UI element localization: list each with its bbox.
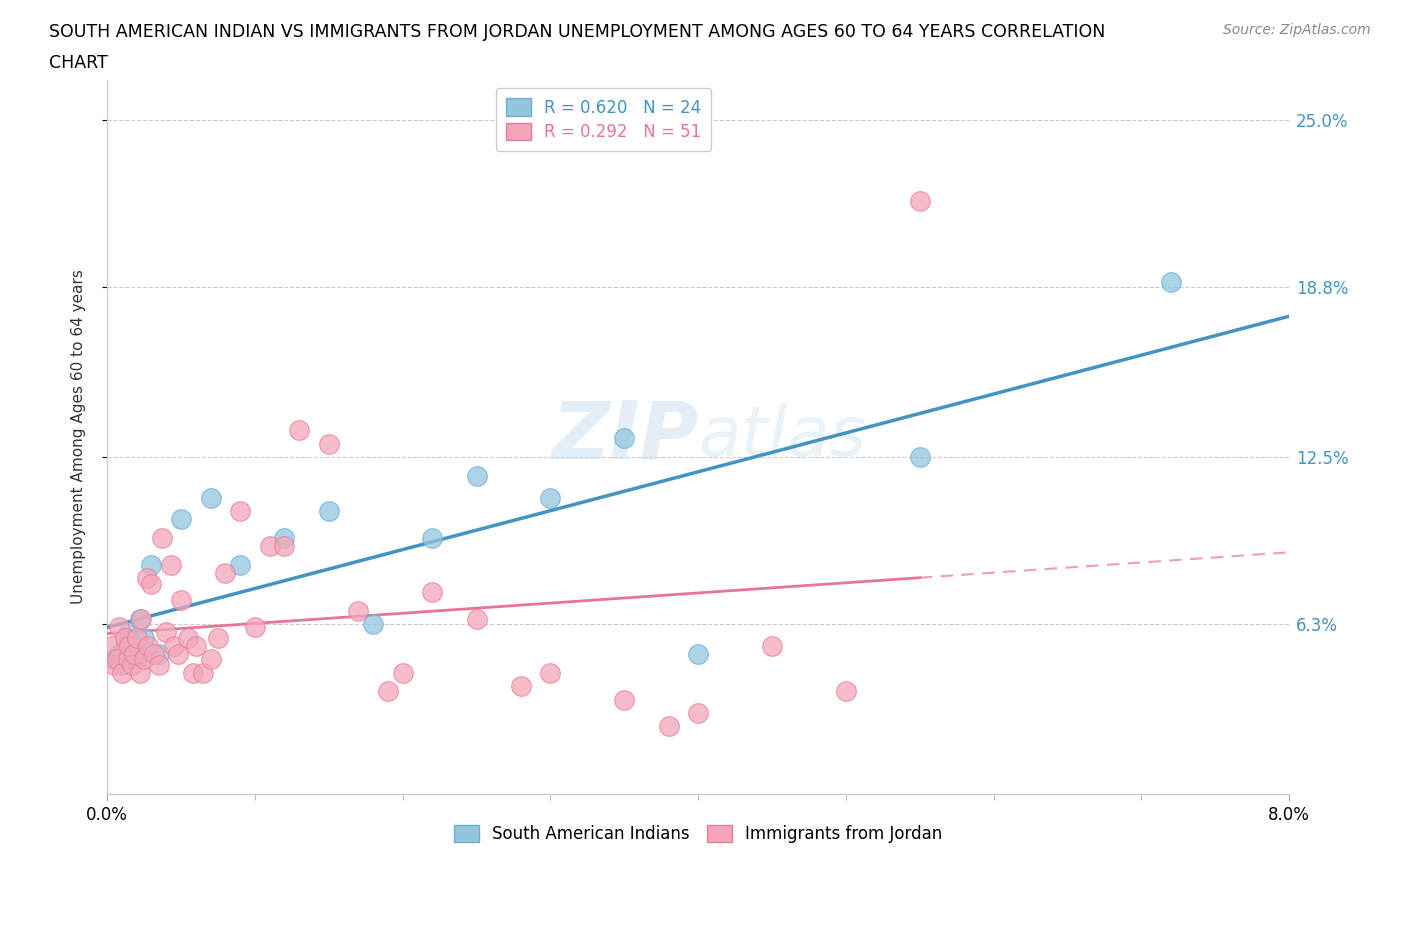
Point: [167, 646, 190, 661]
Point: [114, 631, 136, 645]
Point: [288, 423, 311, 438]
Point: [259, 538, 281, 553]
Point: [138, 638, 160, 653]
Point: [103, 658, 125, 672]
Point: [122, 644, 145, 658]
Point: [229, 557, 252, 572]
Text: SOUTH AMERICAN INDIAN VS IMMIGRANTS FROM JORDAN UNEMPLOYMENT AMONG AGES 60 TO 64: SOUTH AMERICAN INDIAN VS IMMIGRANTS FROM…: [49, 23, 1105, 41]
Point: [129, 611, 152, 626]
Point: [318, 503, 340, 518]
Point: [103, 652, 125, 667]
Point: [465, 469, 488, 484]
Point: [200, 490, 222, 505]
Point: [688, 706, 710, 721]
Point: [141, 557, 163, 572]
Point: [761, 638, 783, 653]
Point: [107, 652, 129, 667]
Point: [688, 646, 710, 661]
Point: [118, 625, 141, 640]
Point: [128, 665, 150, 680]
Point: [141, 577, 163, 591]
Point: [200, 652, 222, 667]
Point: [132, 652, 155, 667]
Text: ZIP: ZIP: [551, 398, 699, 476]
Point: [122, 646, 145, 661]
Point: [150, 530, 173, 545]
Point: [170, 512, 193, 526]
Point: [613, 431, 636, 445]
Point: [377, 684, 399, 698]
Y-axis label: Unemployment Among Ages 60 to 64 years: Unemployment Among Ages 60 to 64 years: [72, 270, 86, 604]
Point: [420, 530, 443, 545]
Point: [121, 658, 143, 672]
Point: [125, 652, 148, 667]
Point: [613, 692, 636, 707]
Point: [108, 619, 131, 634]
Point: [908, 450, 931, 465]
Point: [111, 658, 134, 672]
Point: [125, 631, 148, 645]
Point: [509, 679, 531, 694]
Point: [243, 619, 266, 634]
Point: [118, 638, 141, 653]
Point: [100, 638, 122, 653]
Point: [148, 658, 170, 672]
Point: [170, 592, 193, 607]
Point: [132, 631, 155, 645]
Point: [159, 557, 181, 572]
Point: [347, 604, 370, 618]
Point: [420, 584, 443, 599]
Point: [1160, 274, 1182, 289]
Point: [115, 638, 138, 653]
Point: [136, 571, 159, 586]
Point: [111, 665, 134, 680]
Point: [177, 631, 200, 645]
Text: atlas: atlas: [699, 404, 866, 471]
Point: [835, 684, 858, 698]
Point: [148, 646, 170, 661]
Legend: South American Indians, Immigrants from Jordan: South American Indians, Immigrants from …: [447, 818, 949, 850]
Point: [108, 646, 131, 661]
Point: [128, 611, 150, 626]
Point: [184, 638, 207, 653]
Text: Source: ZipAtlas.com: Source: ZipAtlas.com: [1223, 23, 1371, 37]
Point: [538, 490, 561, 505]
Point: [658, 719, 681, 734]
Point: [538, 665, 561, 680]
Point: [361, 617, 384, 631]
Point: [155, 625, 177, 640]
Point: [162, 638, 184, 653]
Point: [191, 665, 214, 680]
Text: CHART: CHART: [49, 54, 108, 72]
Point: [214, 565, 236, 580]
Point: [391, 665, 413, 680]
Point: [117, 652, 139, 667]
Point: [908, 193, 931, 208]
Point: [229, 503, 252, 518]
Point: [273, 538, 295, 553]
Point: [207, 631, 229, 645]
Point: [143, 646, 166, 661]
Point: [273, 530, 295, 545]
Point: [181, 665, 204, 680]
Point: [318, 436, 340, 451]
Point: [465, 611, 488, 626]
